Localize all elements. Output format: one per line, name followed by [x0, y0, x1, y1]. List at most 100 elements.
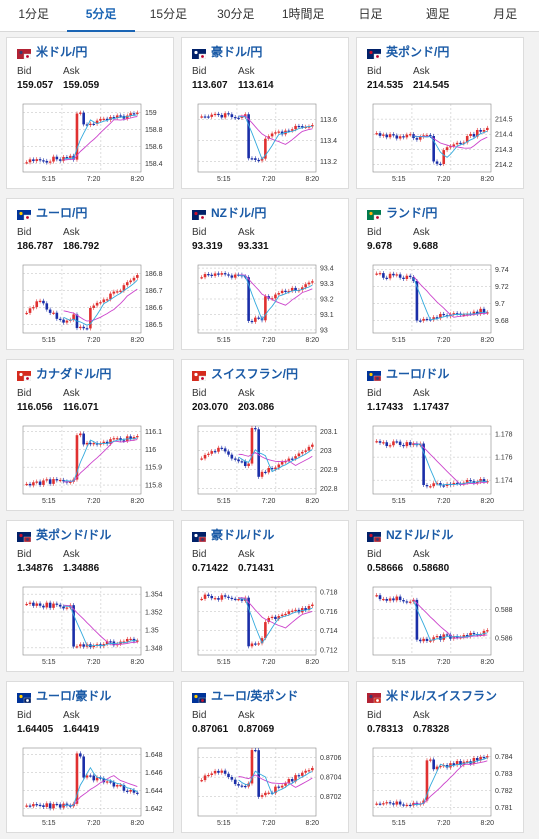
rate-card[interactable]: NZドル/円 Bid Ask 93.319 93.331 93.4 93.3 93.…: [181, 198, 349, 350]
chart-frame: [197, 747, 317, 817]
rate-card[interactable]: ユーロ/円 Bid Ask 186.787 186.792 186.8 186.7…: [6, 198, 174, 350]
tab-0[interactable]: 1分足: [18, 7, 50, 21]
bid-value: 0.58666: [367, 563, 404, 574]
tab-7[interactable]: 月足: [493, 7, 518, 21]
rate-card[interactable]: ユーロ/英ポンド Bid Ask 0.87061 0.87069 0.8706 0…: [181, 681, 349, 833]
rate-card[interactable]: カナダドル/円 Bid Ask 116.056 116.071 116.1 116…: [6, 359, 174, 511]
pair-name[interactable]: 英ポンド/ドル: [36, 527, 112, 542]
mini-chart: 0.8706 0.8704 0.8702 5:15 7:20 8:20: [197, 747, 342, 827]
pair-name[interactable]: カナダドル/円: [36, 366, 112, 381]
candle-body: [125, 282, 129, 286]
rate-card[interactable]: 豪ドル/円 Bid Ask 113.607 113.614 113.6 113.4…: [181, 37, 349, 189]
tab-1[interactable]: 5分足: [67, 0, 136, 32]
candle-body: [210, 274, 214, 276]
ask-label: Ask: [413, 549, 430, 560]
candle-body: [35, 804, 39, 806]
rate-card[interactable]: スイスフラン/円 Bid Ask 203.070 203.086 203.1 20…: [181, 359, 349, 511]
candle-body: [284, 290, 287, 292]
candle-body: [429, 135, 432, 137]
candle-body: [452, 313, 456, 315]
x-tick-label: 5:15: [42, 820, 56, 827]
ma-long-line: [63, 439, 138, 483]
tab-2[interactable]: 15分足: [149, 7, 188, 21]
candle-body: [402, 136, 405, 138]
pair-name[interactable]: 英ポンド/円: [386, 44, 450, 59]
pair-name[interactable]: 豪ドル/円: [211, 44, 263, 59]
pair-name[interactable]: スイスフラン/円: [211, 366, 298, 381]
candle-body: [439, 163, 442, 165]
y-tick-label: 214.2: [495, 162, 513, 169]
candle-body: [422, 135, 425, 137]
pair-name[interactable]: ユーロ/豪ドル: [36, 688, 112, 703]
tab-4[interactable]: 1時間足: [281, 7, 325, 21]
rate-card[interactable]: 米ドル/円 Bid Ask 159.057 159.059 159 158.8 15…: [6, 37, 174, 189]
rate-card[interactable]: 豪ドル/ドル Bid Ask 0.71422 0.71431 0.718 0.71…: [181, 520, 349, 672]
pair-name[interactable]: ユーロ/円: [36, 205, 88, 220]
rate-card[interactable]: ユーロ/豪ドル Bid Ask 1.64405 1.64419 1.648 1.6…: [6, 681, 174, 833]
candle-body: [42, 480, 45, 485]
candle-body: [254, 750, 257, 752]
candle-body: [300, 451, 304, 454]
pair-name[interactable]: NZドル/ドル: [386, 527, 454, 542]
candle-body: [65, 803, 69, 806]
candle-body: [136, 792, 139, 794]
candle-body: [432, 135, 435, 162]
candle-body: [112, 438, 116, 440]
bid-label: Bid: [17, 227, 32, 238]
y-tick-label: 113.6: [320, 117, 337, 124]
pair-name[interactable]: 豪ドル/ドル: [211, 527, 275, 542]
rate-card[interactable]: NZドル/ドル Bid Ask 0.58666 0.58680 0.588 0.5…: [356, 520, 524, 672]
candle-body: [280, 785, 284, 788]
rate-card[interactable]: 米ドル/スイスフラン Bid Ask 0.78313 0.78328 0.784…: [356, 681, 524, 833]
candle-body: [432, 483, 435, 487]
pair-name[interactable]: 米ドル/スイスフラン: [386, 688, 497, 703]
candle-body: [462, 142, 466, 144]
candle-body: [402, 444, 405, 447]
tab-3[interactable]: 30分足: [217, 7, 255, 21]
card-header: NZドル/ドル: [367, 527, 454, 543]
candle-body: [408, 804, 412, 807]
candle-body: [58, 479, 62, 482]
rate-card[interactable]: 英ポンド/円 Bid Ask 214.535 214.545 214.5 214.…: [356, 37, 524, 189]
candle-body: [260, 471, 264, 477]
candle-body: [277, 786, 281, 788]
candle-body: [274, 467, 277, 470]
candle-body: [109, 293, 112, 300]
tab-6[interactable]: 週足: [425, 7, 450, 21]
candle-body: [442, 634, 446, 640]
candle-body: [207, 274, 210, 276]
x-tick-label: 7:20: [262, 820, 276, 827]
pair-name[interactable]: ユーロ/英ポンド: [211, 688, 299, 703]
candle-body: [479, 308, 482, 314]
candle-body: [68, 481, 72, 483]
y-tick-label: 158.8: [145, 127, 163, 134]
rate-card[interactable]: ユーロ/ドル Bid Ask 1.17433 1.17437 1.178 1.17…: [356, 359, 524, 511]
pair-name[interactable]: 米ドル/円: [36, 44, 88, 59]
candle-body: [45, 602, 49, 608]
candle-body: [439, 636, 442, 640]
y-tick-label: 116: [145, 447, 156, 454]
candle-body: [290, 129, 294, 131]
chart-frame: [372, 747, 492, 817]
pair-name[interactable]: ユーロ/ドル: [386, 366, 450, 381]
y-tick-label: 113.2: [320, 159, 337, 166]
candle-body: [382, 134, 385, 136]
candle-body: [277, 616, 281, 620]
candle-body: [405, 601, 409, 603]
card-header: 米ドル/スイスフラン: [367, 688, 497, 704]
candle-body: [425, 135, 429, 137]
rate-card[interactable]: 英ポンド/ドル Bid Ask 1.34876 1.34886 1.354 1.3…: [6, 520, 174, 672]
candle-body: [257, 159, 260, 162]
candle-body: [105, 641, 109, 645]
rate-card[interactable]: ランド/円 Bid Ask 9.678 9.688 9.74 9.72 9.7 9.6…: [356, 198, 524, 350]
pair-name[interactable]: NZドル/円: [211, 205, 267, 220]
au-us-flag: [192, 529, 207, 543]
y-tick-label: 0.781: [495, 805, 513, 812]
ask-label: Ask: [63, 710, 80, 721]
pair-name[interactable]: ランド/円: [386, 205, 438, 220]
candle-body: [378, 595, 382, 600]
mini-chart: 93.4 93.3 93.2 93.1 93 5:15 7:20 8:20: [197, 264, 334, 344]
candle-body: [129, 790, 132, 792]
tab-5[interactable]: 日足: [358, 7, 383, 21]
candle-body: [274, 616, 277, 620]
